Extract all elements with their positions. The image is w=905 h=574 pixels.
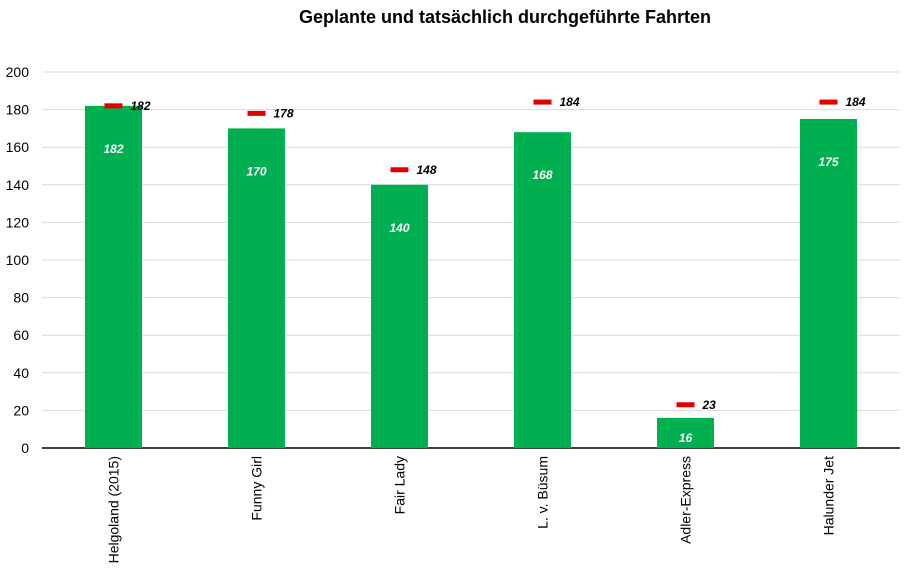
bar [371, 184, 428, 449]
bar-value-label: 170 [246, 164, 266, 178]
x-tick-label: Helgoland (2015) [106, 456, 122, 563]
planned-marker [819, 99, 838, 105]
x-tick-label: Halunder Jet [821, 456, 837, 535]
planned-value-label: 148 [417, 163, 437, 177]
planned-value-label: 23 [702, 398, 717, 412]
x-tick-label: Adler-Express [678, 456, 694, 544]
y-tick-label: 160 [6, 139, 30, 155]
bar [85, 105, 142, 448]
y-tick-label: 180 [6, 102, 30, 118]
planned-value-label: 178 [274, 106, 294, 120]
planned-marker [533, 99, 552, 105]
bar-value-label: 182 [103, 142, 123, 156]
bar [514, 132, 571, 448]
y-tick-label: 100 [6, 252, 30, 268]
bar-value-label: 16 [679, 431, 693, 445]
planned-marker [247, 110, 266, 116]
x-tick-label: Funny Girl [249, 456, 265, 521]
planned-marker [676, 402, 695, 408]
bar [228, 128, 285, 448]
chart-title: Geplante und tatsächlich durchgeführte F… [299, 7, 711, 27]
planned-marker [104, 103, 123, 109]
planned-marker [390, 167, 409, 173]
y-tick-label: 80 [13, 290, 29, 306]
planned-value-label: 184 [560, 95, 580, 109]
bar [657, 417, 714, 448]
y-tick-label: 60 [13, 327, 29, 343]
y-tick-label: 20 [13, 402, 29, 418]
planned-value-label: 184 [846, 95, 866, 109]
y-tick-label: 40 [13, 365, 29, 381]
bar-value-label: 168 [532, 168, 552, 182]
y-tick-label: 120 [6, 214, 30, 230]
bar [800, 119, 857, 448]
y-tick-label: 140 [6, 177, 30, 193]
x-tick-label: Fair Lady [392, 456, 408, 514]
bar-value-label: 140 [389, 221, 409, 235]
x-tick-label: L. v. Büsum [535, 456, 551, 529]
y-tick-label: 200 [6, 64, 30, 80]
y-tick-label: 0 [21, 440, 29, 456]
planned-value-label: 182 [131, 99, 151, 113]
bar-value-label: 175 [818, 155, 838, 169]
